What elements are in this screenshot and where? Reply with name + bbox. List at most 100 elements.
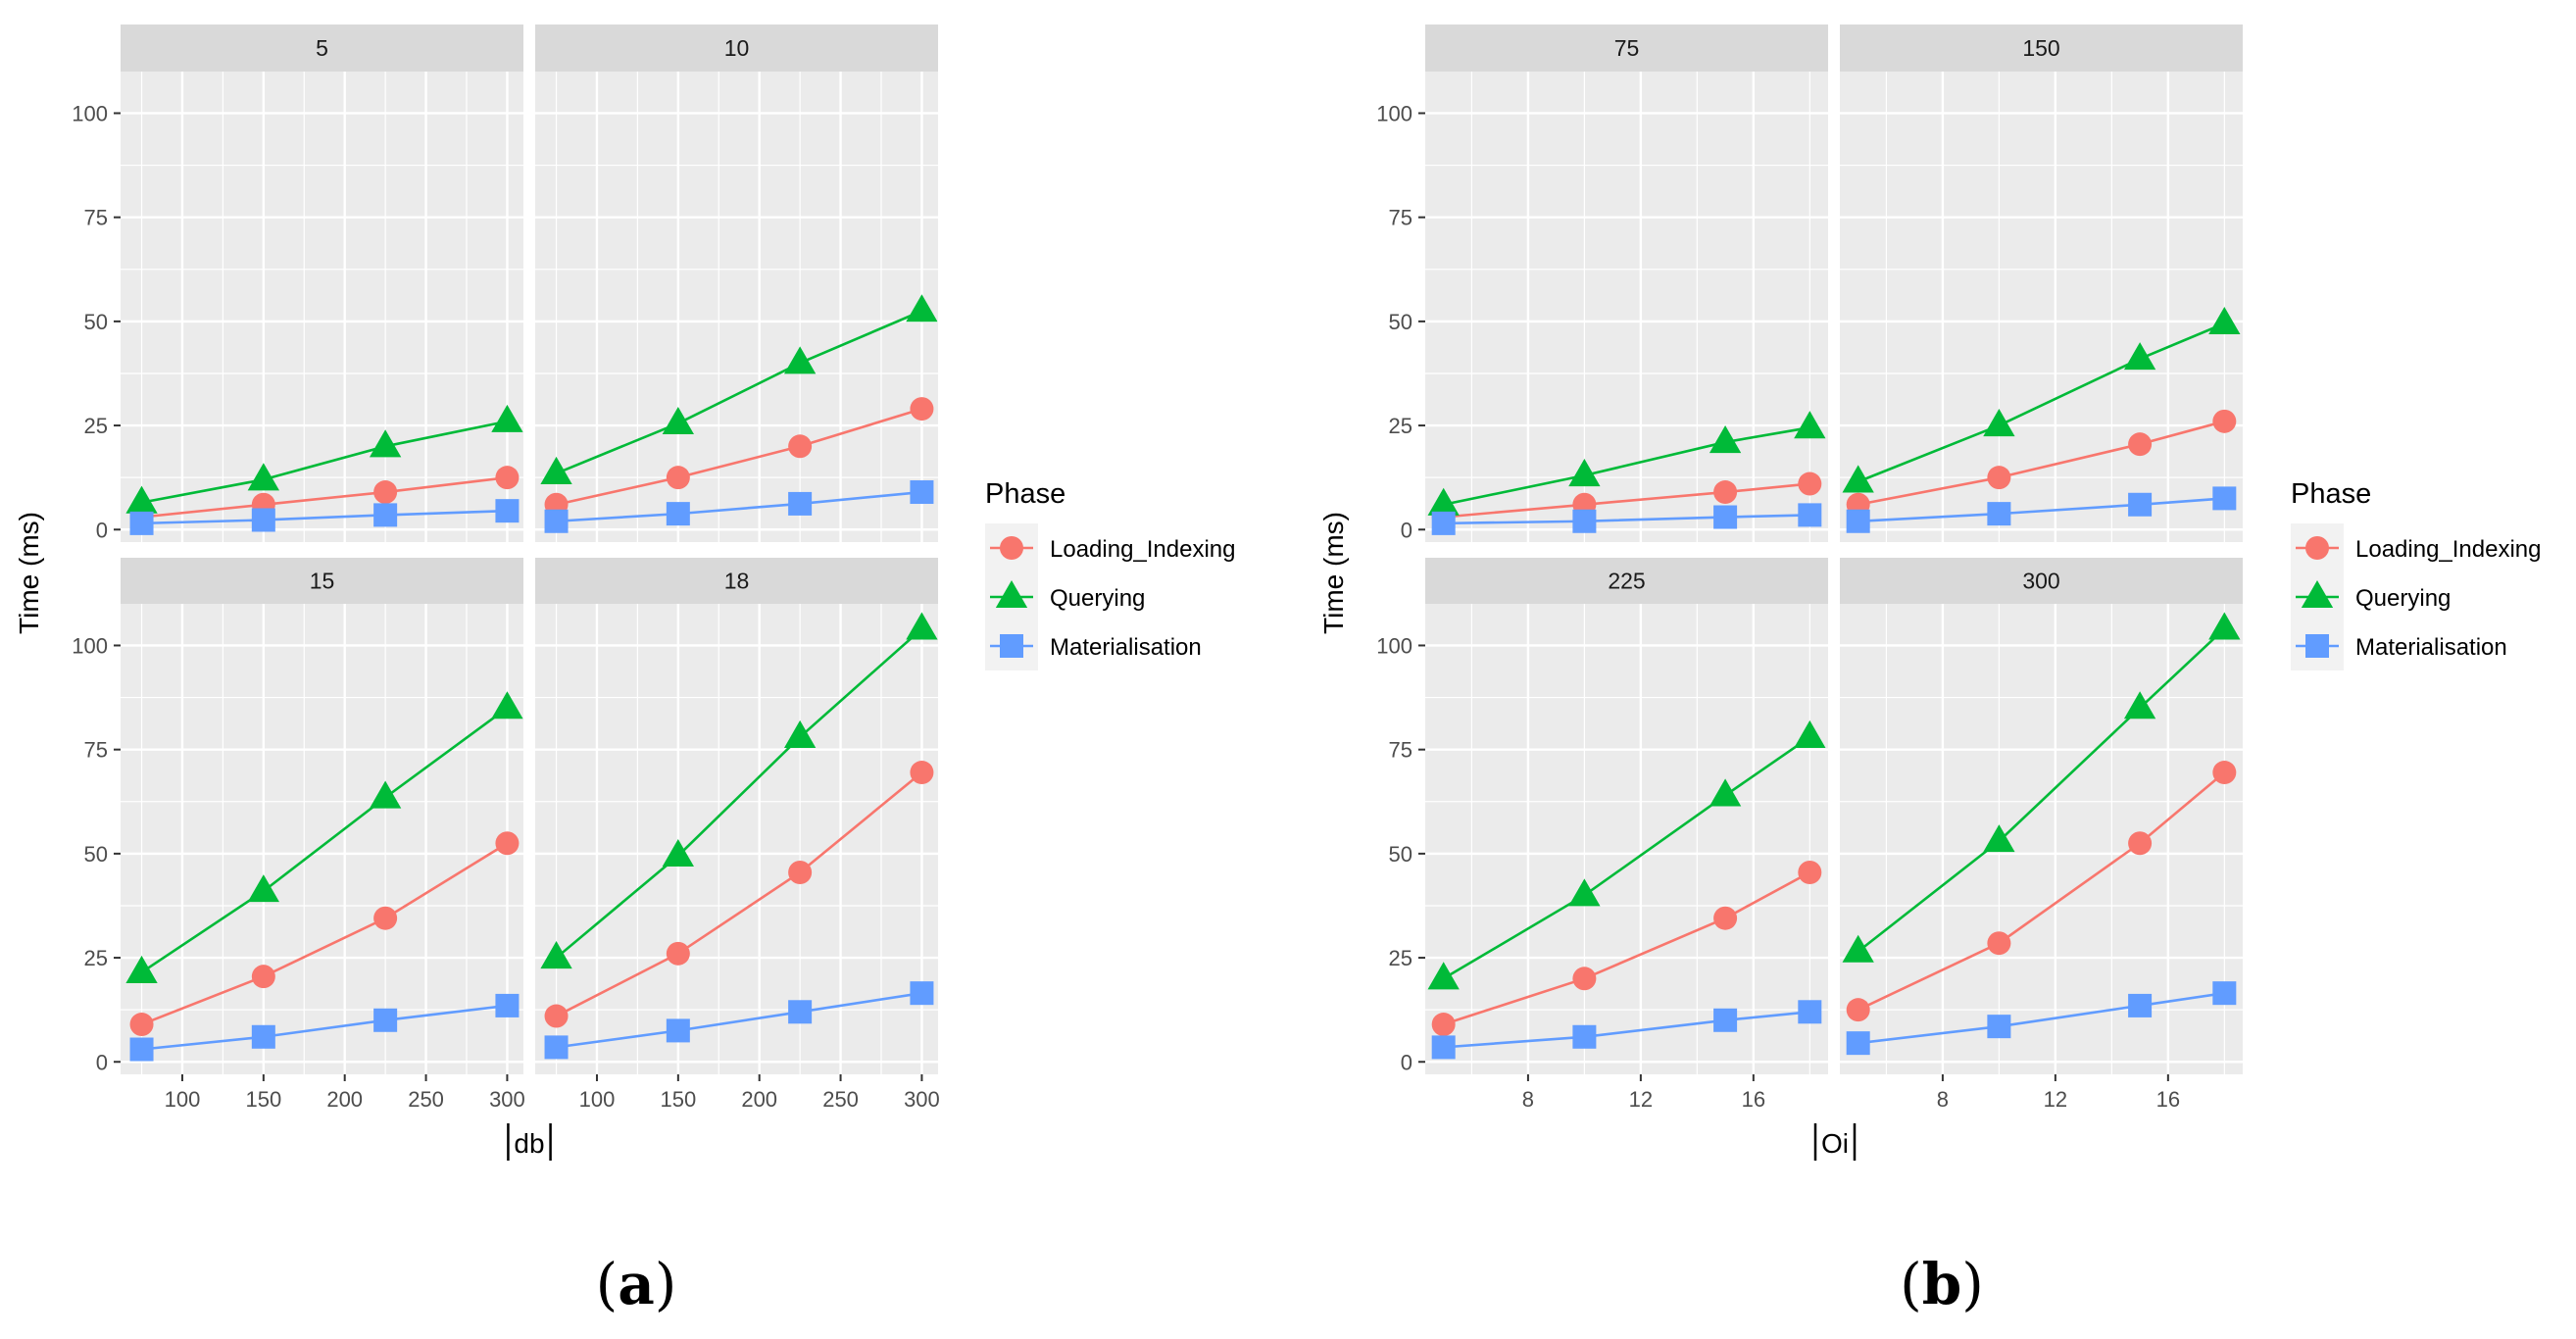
data-point-loading_indexing bbox=[129, 1013, 154, 1037]
x-axis-title-group: db bbox=[507, 1123, 552, 1161]
data-point-materialisation bbox=[1798, 1000, 1822, 1024]
series-line-querying bbox=[1443, 425, 1810, 507]
facet-panel: 18 100 150 200 250 300 bbox=[535, 558, 940, 1112]
data-point-materialisation bbox=[1431, 1035, 1456, 1060]
x-tick-label: 150 bbox=[245, 1087, 281, 1112]
series-line-materialisation bbox=[1858, 991, 2225, 1045]
y-tick-label: 75 bbox=[84, 206, 108, 230]
data-point-querying bbox=[1983, 409, 2015, 437]
data-point-loading_indexing bbox=[251, 965, 275, 989]
data-point-loading_indexing bbox=[495, 831, 520, 856]
data-point-querying bbox=[540, 941, 572, 969]
legend-key-marker bbox=[995, 580, 1028, 609]
facet-panel: 225 0 25 50 75 100 8 12 16 bbox=[1376, 558, 1828, 1112]
panel-background bbox=[535, 604, 938, 1074]
data-point-querying bbox=[2123, 342, 2156, 371]
facet-strip bbox=[121, 558, 523, 604]
data-point-querying bbox=[369, 429, 402, 458]
data-point-querying bbox=[662, 406, 694, 434]
panel-background bbox=[121, 604, 523, 1074]
data-point-querying bbox=[2208, 306, 2241, 335]
panel-background bbox=[121, 72, 523, 542]
legend-label: Querying bbox=[1050, 585, 1145, 612]
series-line-loading_indexing bbox=[556, 407, 922, 507]
data-point-querying bbox=[1842, 934, 1874, 963]
data-point-querying bbox=[1709, 778, 1742, 807]
series-line-querying bbox=[556, 310, 922, 475]
data-point-querying bbox=[1427, 487, 1460, 516]
x-axis-title: db bbox=[514, 1128, 544, 1159]
y-tick-label: 0 bbox=[96, 1050, 108, 1074]
y-tick-label: 100 bbox=[72, 101, 108, 125]
data-point-materialisation bbox=[2128, 993, 2153, 1017]
series-line-materialisation bbox=[1443, 514, 1810, 525]
data-point-materialisation bbox=[495, 499, 520, 523]
facet-panel: 10 bbox=[535, 25, 938, 542]
data-point-querying bbox=[1794, 719, 1826, 748]
series-line-loading_indexing bbox=[141, 842, 509, 1026]
data-point-loading_indexing bbox=[1713, 480, 1738, 505]
data-point-materialisation bbox=[788, 491, 813, 516]
legend-title: Phase bbox=[2291, 478, 2371, 510]
data-point-loading_indexing bbox=[495, 466, 520, 490]
data-point-querying bbox=[125, 955, 158, 983]
data-point-materialisation bbox=[129, 511, 154, 535]
facet-label: 5 bbox=[316, 35, 328, 61]
series-line-loading_indexing bbox=[141, 475, 508, 519]
facet-label: 75 bbox=[1614, 35, 1640, 61]
data-point-materialisation bbox=[2128, 492, 2153, 517]
facet-label: 15 bbox=[310, 569, 335, 594]
x-tick-label: 250 bbox=[408, 1087, 444, 1112]
legend-key-marker bbox=[2305, 634, 2329, 658]
data-point-querying bbox=[1983, 824, 2015, 853]
data-point-querying bbox=[369, 780, 402, 809]
data-point-materialisation bbox=[910, 480, 934, 505]
data-point-materialisation bbox=[1798, 503, 1822, 527]
y-tick-label: 75 bbox=[1389, 206, 1412, 230]
data-point-querying bbox=[783, 719, 817, 748]
data-point-loading_indexing bbox=[373, 480, 398, 505]
y-tick-label: 50 bbox=[84, 842, 108, 867]
y-tick-label: 25 bbox=[84, 414, 108, 438]
figure-caption: (b) bbox=[1900, 1251, 1984, 1317]
facet-strip bbox=[121, 25, 523, 72]
data-point-materialisation bbox=[1846, 1031, 1870, 1056]
data-point-materialisation bbox=[373, 1008, 398, 1032]
facet-panel: 150 bbox=[1840, 25, 2243, 542]
data-point-querying bbox=[2123, 691, 2156, 719]
data-point-querying bbox=[2208, 612, 2241, 640]
caption-letter: a bbox=[618, 1251, 655, 1317]
facet-label: 150 bbox=[2022, 35, 2059, 61]
legend-label: Materialisation bbox=[1050, 634, 1202, 661]
data-point-materialisation bbox=[666, 502, 690, 526]
panel-background bbox=[1840, 604, 2243, 1074]
series-line-querying bbox=[1857, 627, 2226, 953]
legend-label: Querying bbox=[2355, 585, 2451, 612]
x-tick-label: 8 bbox=[1522, 1087, 1534, 1112]
y-tick-label: 0 bbox=[96, 518, 108, 542]
data-point-loading_indexing bbox=[2212, 761, 2237, 785]
data-point-loading_indexing bbox=[2212, 409, 2237, 433]
data-point-querying bbox=[1427, 962, 1460, 990]
legend-label: Loading_Indexing bbox=[1050, 536, 1236, 563]
x-tick-label: 150 bbox=[660, 1087, 696, 1112]
data-point-querying bbox=[1794, 411, 1826, 439]
data-point-loading_indexing bbox=[1713, 906, 1738, 930]
data-point-querying bbox=[1709, 425, 1742, 454]
facet-strip bbox=[1425, 558, 1828, 604]
legend: Phase Loading_Indexing Querying Materialisa… bbox=[985, 478, 1236, 670]
y-tick-label: 0 bbox=[1401, 1050, 1412, 1074]
series-line-loading_indexing bbox=[1858, 771, 2226, 1012]
series-line-materialisation bbox=[556, 991, 922, 1049]
y-tick-label: 75 bbox=[1389, 738, 1412, 763]
chart-b: 75 0 25 50 75 100 150 225 0 25 50 75 100 8 12 16 300 8 12 1… bbox=[1318, 25, 2542, 1317]
legend-label: Materialisation bbox=[2355, 634, 2507, 661]
x-tick-label: 16 bbox=[2156, 1087, 2180, 1112]
data-point-querying bbox=[906, 612, 938, 640]
data-point-loading_indexing bbox=[1987, 466, 2011, 490]
data-point-materialisation bbox=[666, 1018, 690, 1043]
x-tick-label: 100 bbox=[579, 1087, 616, 1112]
